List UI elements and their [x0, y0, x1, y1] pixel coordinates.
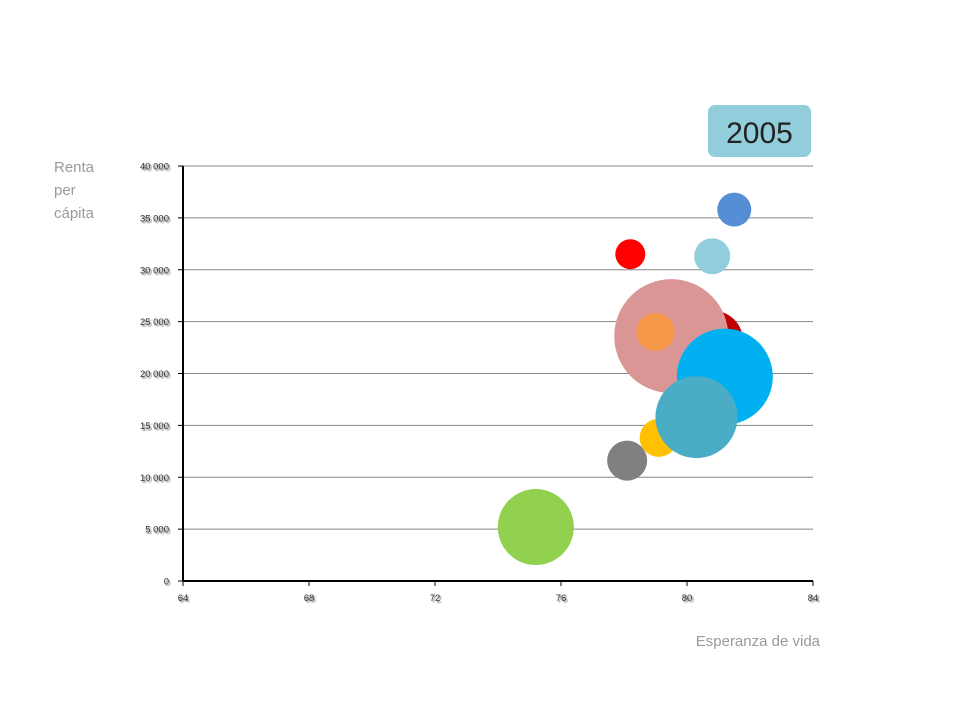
x-tick-label: 76 [556, 593, 567, 604]
x-tick-label: 72 [430, 593, 441, 604]
x-tick-label: 64 [178, 593, 189, 604]
y-tick-label: 35 000 [140, 213, 169, 224]
y-tick-label: 30 000 [140, 265, 169, 276]
y-tick-label: 0 [164, 577, 169, 588]
bubbles [497, 192, 773, 566]
bubble [717, 192, 752, 227]
y-tick-label: 20 000 [140, 369, 169, 380]
y-tick-label: 5 000 [145, 525, 169, 536]
y-tick-label: 25 000 [140, 317, 169, 328]
year-badge: 2005 [708, 105, 811, 157]
x-axis-title: Esperanza de vida [696, 633, 821, 650]
y-axis-ticks: 0 5 000 10 000 15 000 20 000 25 000 30 000 35 0… [140, 162, 183, 588]
x-tick-label: 68 [304, 593, 315, 604]
y-axis-title-line-3: cápita [54, 205, 95, 222]
axes [182, 166, 813, 582]
y-tick-label: 10 000 [140, 473, 169, 484]
bubble [497, 489, 574, 566]
y-tick-label: 40 000 [140, 162, 169, 173]
x-tick-label: 80 [682, 593, 693, 604]
bubble [655, 376, 738, 459]
bubble [615, 239, 646, 270]
bubble [636, 313, 675, 351]
bubble [607, 440, 648, 481]
x-axis-ticks: 64 68 72 76 80 84 [178, 581, 819, 604]
y-axis-title-line-2: per [54, 182, 76, 199]
x-tick-label: 84 [808, 593, 819, 604]
y-tick-label: 15 000 [140, 421, 169, 432]
year-label: 2005 [726, 117, 793, 150]
bubble [694, 238, 731, 275]
y-axis-title-line-1: Renta [54, 159, 95, 176]
